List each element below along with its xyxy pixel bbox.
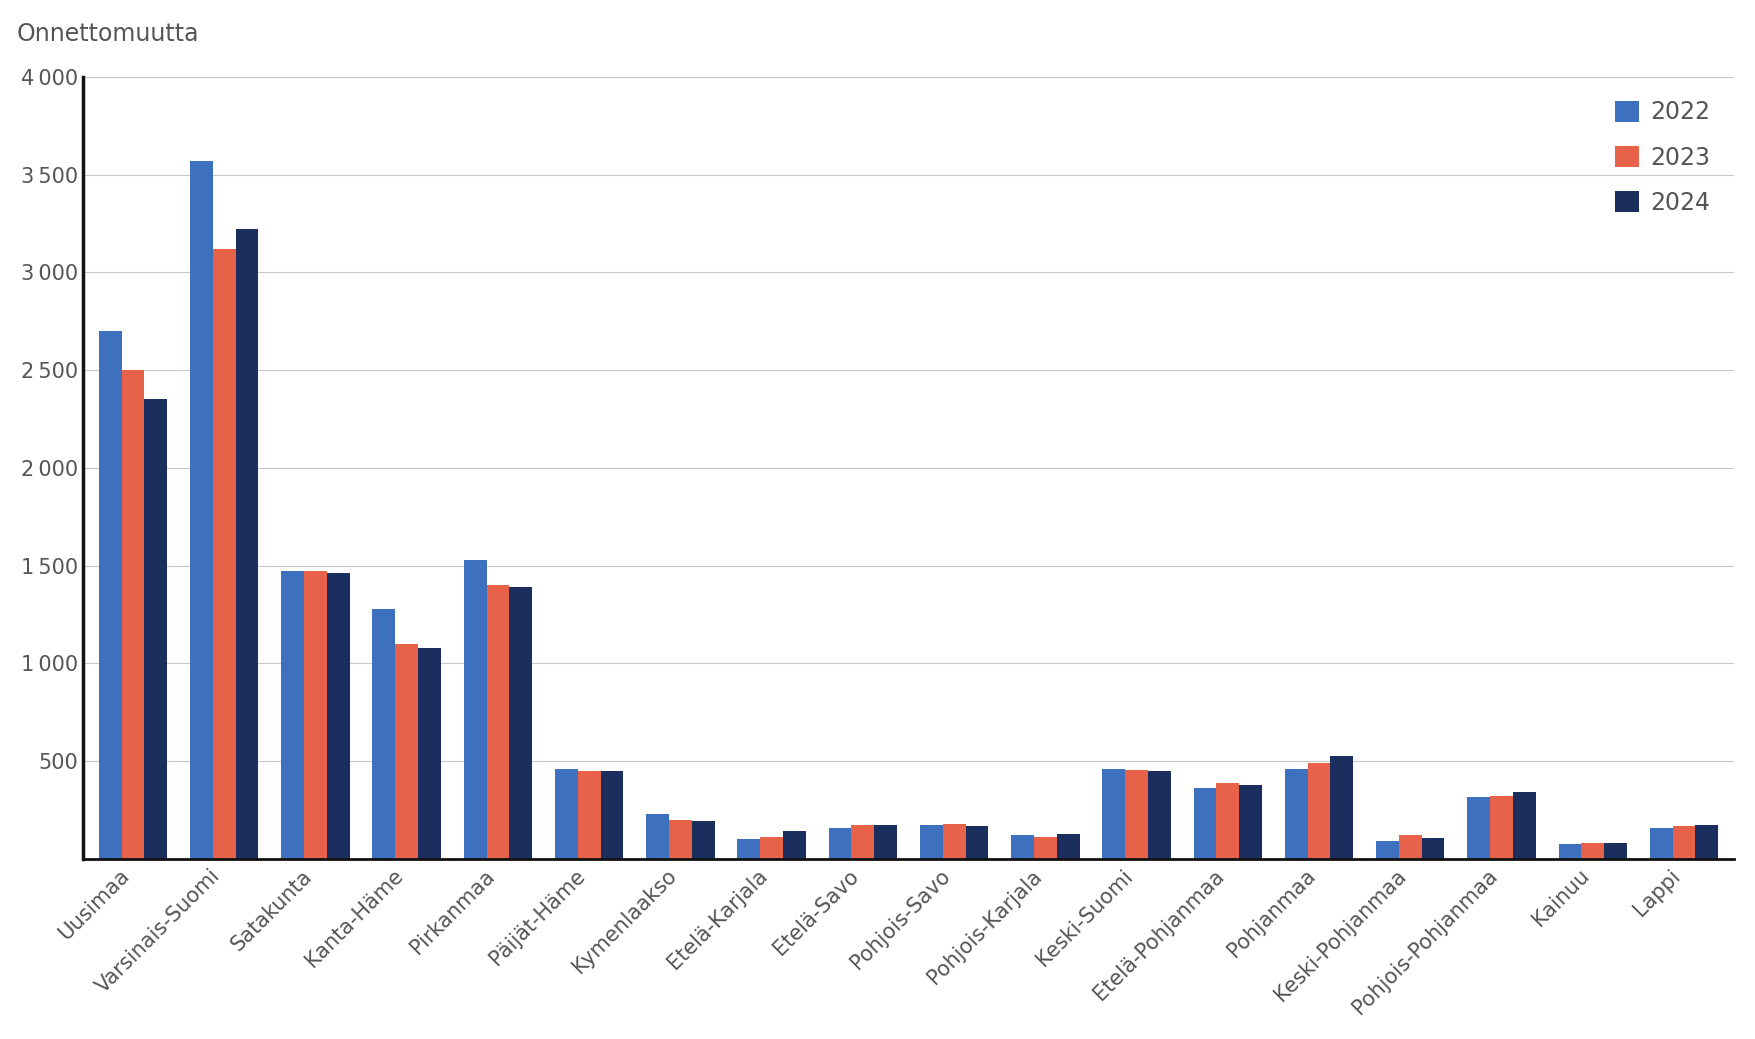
Bar <box>395 644 418 859</box>
Bar <box>1216 782 1239 859</box>
Bar <box>190 161 212 859</box>
Bar <box>920 825 942 859</box>
Bar <box>1102 769 1125 859</box>
Bar <box>669 820 691 859</box>
Bar <box>1673 826 1695 859</box>
Bar <box>1034 837 1057 859</box>
Bar <box>281 571 304 859</box>
Bar <box>851 825 874 859</box>
Bar <box>1011 835 1034 859</box>
Bar <box>555 769 577 859</box>
Text: Onnettomuutta: Onnettomuutta <box>18 22 200 46</box>
Bar <box>1057 834 1079 859</box>
Bar <box>1193 789 1216 859</box>
Bar <box>326 574 349 859</box>
Bar <box>1695 825 1718 859</box>
Bar <box>600 771 623 859</box>
Bar <box>304 571 326 859</box>
Bar <box>1422 838 1444 859</box>
Bar <box>783 831 806 859</box>
Bar <box>509 587 532 859</box>
Bar <box>418 647 441 859</box>
Bar <box>1148 771 1171 859</box>
Bar <box>1399 835 1422 859</box>
Bar <box>965 826 988 859</box>
Bar <box>121 370 144 859</box>
Bar <box>1376 842 1399 859</box>
Bar <box>212 249 235 859</box>
Bar <box>1330 756 1353 859</box>
Bar <box>463 560 486 859</box>
Bar <box>737 840 760 859</box>
Bar <box>486 585 509 859</box>
Bar <box>1285 769 1307 859</box>
Bar <box>1513 793 1536 859</box>
Bar <box>144 399 167 859</box>
Bar <box>1125 770 1148 859</box>
Bar <box>1490 796 1513 859</box>
Bar <box>1558 844 1581 859</box>
Bar <box>1650 828 1673 859</box>
Bar <box>1581 843 1604 859</box>
Bar <box>874 825 897 859</box>
Bar <box>372 609 395 859</box>
Bar <box>235 230 258 859</box>
Bar <box>1467 797 1490 859</box>
Bar <box>1307 763 1330 859</box>
Bar <box>691 821 714 859</box>
Bar <box>646 814 669 859</box>
Bar <box>760 837 783 859</box>
Bar <box>98 331 121 859</box>
Legend: 2022, 2023, 2024: 2022, 2023, 2024 <box>1604 88 1722 227</box>
Bar <box>828 828 851 859</box>
Bar <box>577 771 600 859</box>
Bar <box>942 824 965 859</box>
Bar <box>1239 785 1262 859</box>
Bar <box>1604 843 1627 859</box>
